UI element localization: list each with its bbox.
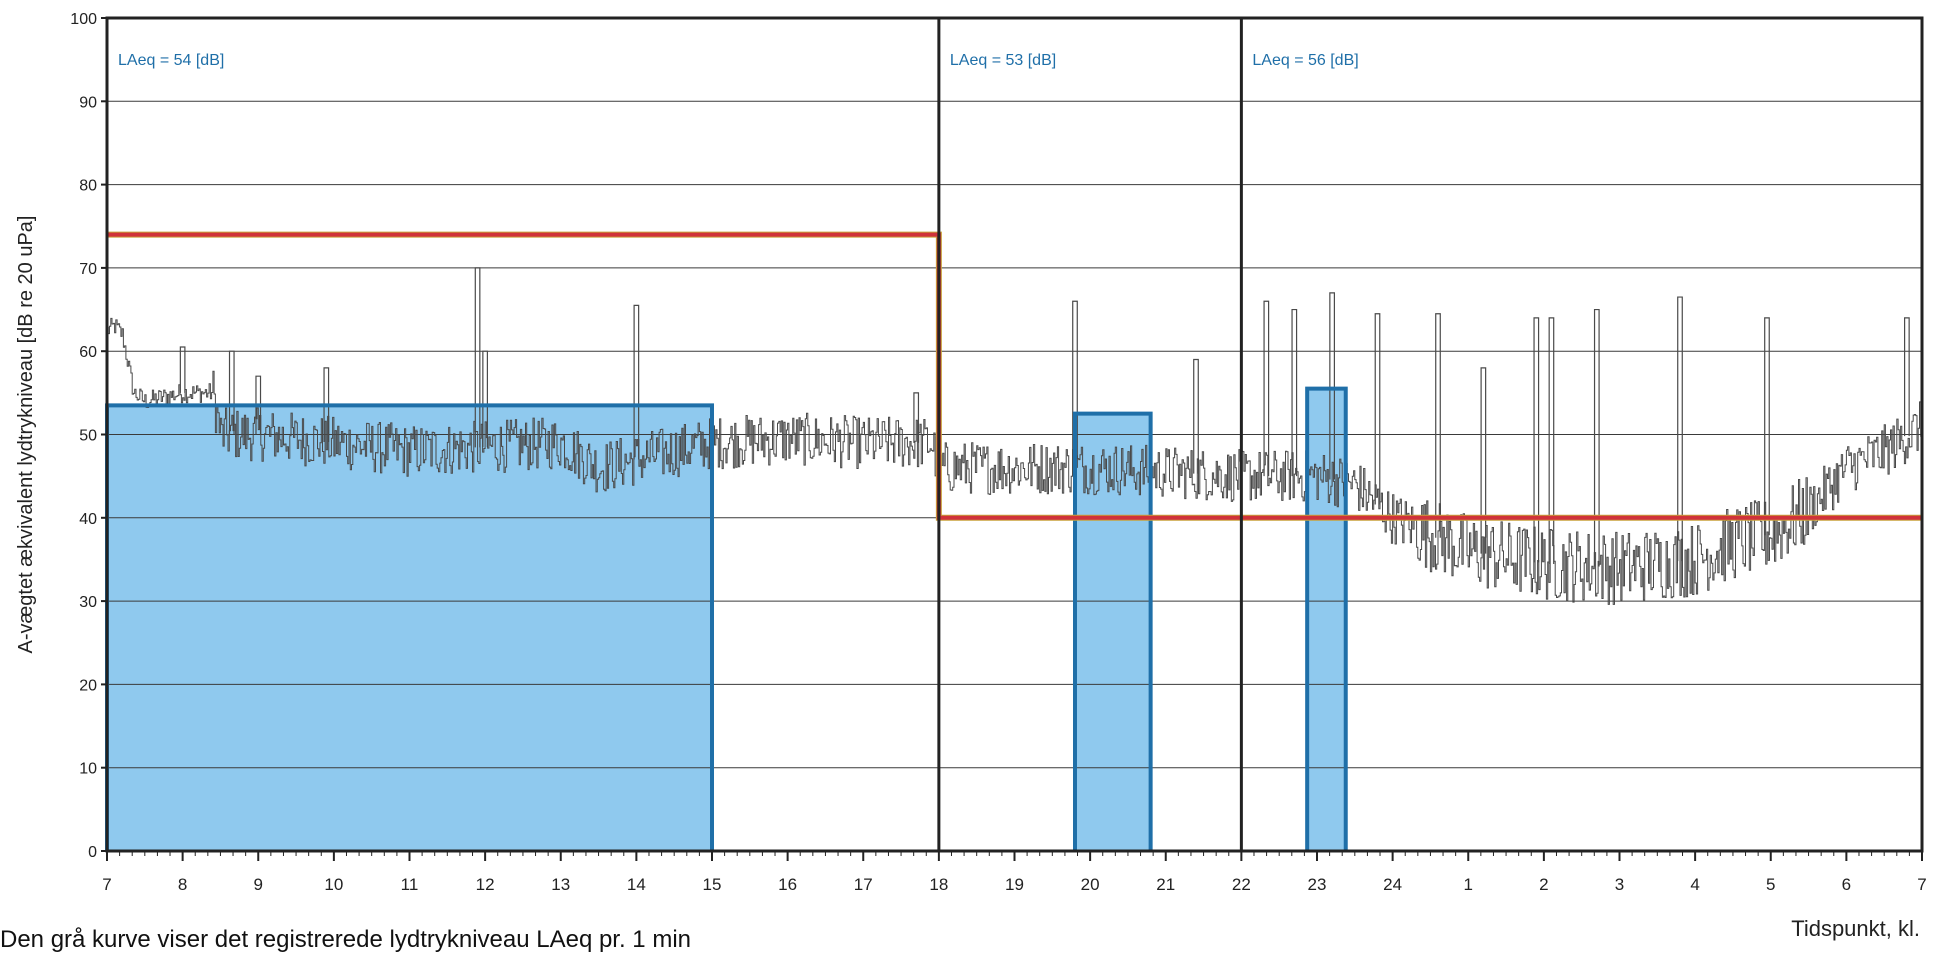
x-tick-label-11: 18 bbox=[929, 875, 948, 894]
x-tick-label-20: 3 bbox=[1615, 875, 1624, 894]
laeq-fills bbox=[107, 388, 1346, 851]
x-tick-label-10: 17 bbox=[854, 875, 873, 894]
noise-spike-5 bbox=[482, 350, 488, 447]
noise-spike-12 bbox=[1329, 292, 1335, 480]
noise-spike-14 bbox=[1435, 313, 1441, 538]
noise-spike-16 bbox=[1533, 317, 1540, 563]
noise-spike-15 bbox=[1480, 367, 1487, 554]
x-tick-label-8: 15 bbox=[703, 875, 722, 894]
x-tick-label-14: 21 bbox=[1156, 875, 1175, 894]
x-tick-label-24: 7 bbox=[1917, 875, 1926, 894]
x-axis-label: Tidspunkt, kl. bbox=[1791, 916, 1920, 941]
x-tick-label-4: 11 bbox=[401, 875, 419, 894]
x-tick-label-1: 8 bbox=[178, 875, 187, 894]
noise-spike-11 bbox=[1291, 308, 1298, 477]
y-tick-label-4: 40 bbox=[79, 511, 97, 528]
noise-spike-20 bbox=[1764, 317, 1770, 536]
noise-spike-9 bbox=[1193, 358, 1199, 474]
noise-spike-18 bbox=[1593, 308, 1600, 567]
period-label-0: LAeq = 54 [dB] bbox=[118, 52, 224, 69]
noise-spike-4 bbox=[474, 267, 481, 448]
x-tick-label-3: 10 bbox=[324, 875, 343, 894]
noise-spike-13 bbox=[1374, 313, 1381, 505]
x-tick-label-13: 20 bbox=[1081, 875, 1100, 894]
y-tick-label-5: 50 bbox=[79, 428, 97, 445]
x-tick-label-18: 1 bbox=[1464, 875, 1473, 894]
noise-spike-7 bbox=[913, 392, 920, 443]
x-tick-label-6: 13 bbox=[551, 875, 570, 894]
period-label-2: LAeq = 56 [dB] bbox=[1252, 52, 1358, 69]
x-tick-label-17: 24 bbox=[1383, 875, 1402, 894]
chart-caption: Den grå kurve viser det registrerede lyd… bbox=[0, 926, 691, 953]
noise-spike-17 bbox=[1548, 317, 1555, 565]
noise-spike-10 bbox=[1263, 300, 1270, 477]
laeq-block-fill-2 bbox=[1307, 388, 1346, 851]
x-tick-label-0: 7 bbox=[102, 875, 111, 894]
laeq-block-outline-1 bbox=[1073, 411, 1153, 851]
noise-spike-21 bbox=[1904, 317, 1910, 437]
y-axis-label: A-vægtet ækvivalent lydtrykniveau [dB re… bbox=[15, 216, 37, 654]
y-tick-label-0: 0 bbox=[88, 844, 97, 861]
x-tick-label-2: 9 bbox=[254, 875, 263, 894]
y-tick-label-6: 60 bbox=[79, 344, 97, 361]
noise-spike-0 bbox=[179, 346, 186, 393]
x-tick-label-22: 5 bbox=[1766, 875, 1775, 894]
x-tick-label-7: 14 bbox=[627, 875, 646, 894]
x-tick-label-12: 19 bbox=[1005, 875, 1024, 894]
noise-spike-6 bbox=[633, 304, 640, 460]
period-label-1: LAeq = 53 [dB] bbox=[950, 52, 1056, 69]
y-tick-label-8: 80 bbox=[79, 178, 97, 195]
x-tick-label-23: 6 bbox=[1842, 875, 1851, 894]
x-tick-label-21: 4 bbox=[1690, 875, 1699, 894]
noise-spike-19 bbox=[1677, 296, 1683, 562]
x-tick-label-5: 12 bbox=[476, 875, 495, 894]
x-tick-label-16: 23 bbox=[1308, 875, 1327, 894]
y-tick-label-10: 100 bbox=[70, 11, 97, 28]
y-tick-label-2: 20 bbox=[79, 677, 97, 694]
y-tick-label-1: 10 bbox=[79, 761, 97, 778]
y-tick-label-7: 70 bbox=[79, 261, 97, 278]
x-tick-label-19: 2 bbox=[1539, 875, 1548, 894]
noise-spike-8 bbox=[1072, 300, 1078, 468]
laeq-block-outline-2 bbox=[1305, 386, 1348, 851]
period-labels: LAeq = 54 [dB] LAeq = 53 [dB] LAeq = 56 [d… bbox=[118, 52, 1359, 69]
laeq-block-fill-0 bbox=[107, 405, 712, 851]
noise-spike-1 bbox=[228, 350, 235, 435]
y-tick-label-3: 30 bbox=[79, 594, 97, 611]
y-tick-label-9: 90 bbox=[79, 94, 97, 111]
x-tick-label-15: 22 bbox=[1232, 875, 1251, 894]
noise-trace-line bbox=[107, 317, 1923, 605]
x-tick-label-9: 16 bbox=[778, 875, 797, 894]
